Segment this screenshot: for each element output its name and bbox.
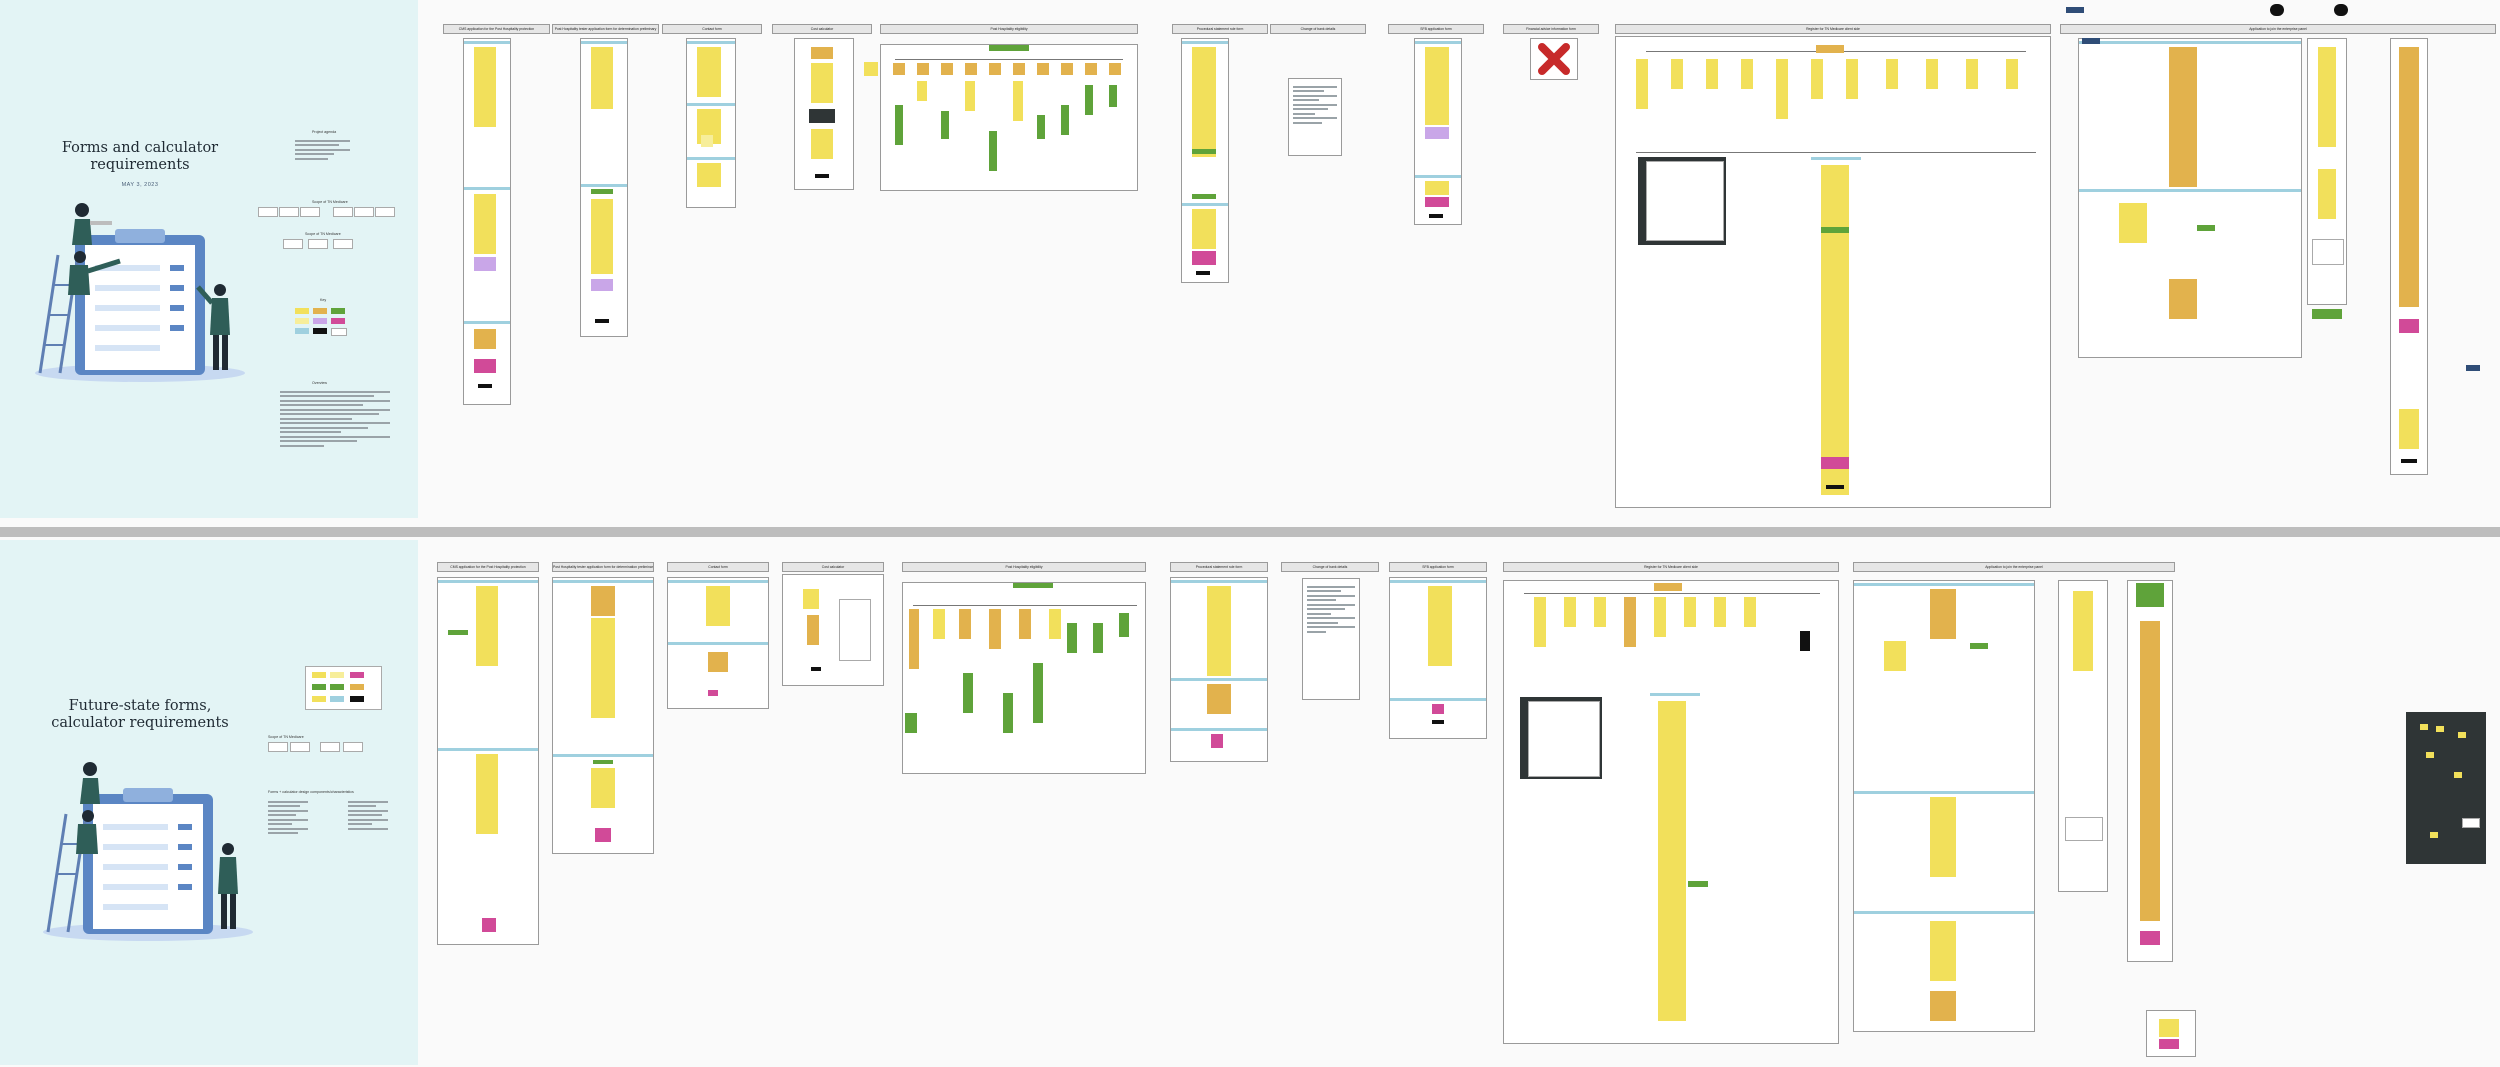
bottom-frame-bank: [1302, 578, 1360, 700]
bottom-hero-panel: Future-state forms, calculator requireme…: [0, 540, 418, 1065]
clipboard-illustration-bottom: [43, 762, 253, 941]
components-list-2: [348, 798, 388, 832]
frame-title-procedural: Procedural statement rule form: [1172, 24, 1268, 34]
bottom-frame-register: [1503, 580, 1839, 1044]
bottom-frame-procedural: [1170, 577, 1268, 762]
stage-7-label: [2466, 365, 2480, 371]
bottom-frame-title-eligibility: Post Hospitality eligibility: [902, 562, 1146, 572]
bottom-frame-title-calculator: Cost calculator: [782, 562, 884, 572]
bottom-frame-title-panel: Application to join the enterprise panel: [1853, 562, 2175, 572]
stage-1-label: [2066, 7, 2084, 13]
section-scope: Scope of TN Medicare: [312, 200, 348, 204]
dark-notes-panel: [2406, 712, 2486, 864]
bottom-frame-calculator: [782, 574, 884, 686]
cloud-icon-2: [2334, 4, 2348, 16]
page-title-bottom: Future-state forms, calculator requireme…: [51, 698, 229, 731]
top-hero-panel: Forms and calculator requirements MAY 3,…: [0, 0, 418, 518]
bottom-frame-title-tester: Post Hospitality tester application form…: [552, 562, 654, 572]
page-title: Forms and calculator requirements: [61, 140, 219, 173]
frame-title-sfb: SFB application form: [1388, 24, 1484, 34]
bottom-frame-title-bank: Change of bank details: [1281, 562, 1379, 572]
bottom-section-scope: Scope of TN Medicare: [268, 735, 304, 739]
overview-list: [280, 388, 390, 449]
frame-contact-form: [686, 38, 736, 208]
frame-eligibility: [880, 44, 1138, 191]
frame-title-financial: Financial advice information form: [1503, 24, 1599, 34]
bottom-frame-panel-col3: [2127, 580, 2173, 962]
clipboard-illustration: [35, 203, 245, 382]
bottom-frame-panel-main: [1853, 580, 2035, 1032]
frame-tester-application: [580, 38, 628, 337]
stage-2-label: [2082, 38, 2100, 44]
frame-title-eligibility: Post Hospitality eligibility: [880, 24, 1138, 34]
frame-panel-main: [2078, 38, 2302, 358]
eligibility-side-note: [864, 62, 878, 76]
board-divider: [0, 527, 2500, 537]
agenda-list: [295, 137, 350, 162]
bottom-frame-panel-col2: [2058, 580, 2108, 892]
frame-financial-advice: [1530, 38, 1578, 80]
bottom-frame-eligibility: [902, 582, 1146, 774]
date-label: MAY 3, 2023: [121, 182, 159, 188]
bottom-frame-cms: [437, 577, 539, 945]
cloud-icon: [2270, 4, 2284, 16]
frame-change-bank-details: [1288, 78, 1342, 156]
section-overview: Overview: [312, 381, 327, 385]
frame-title-register: Register for TN Medicare client side: [1615, 24, 2051, 34]
frame-cost-calculator: [794, 38, 854, 190]
bottom-frame-tester: [552, 577, 654, 854]
frame-title-bank: Change of bank details: [1270, 24, 1366, 34]
bottom-frame-title-register: Register for TN Medicare client side: [1503, 562, 1839, 572]
bottom-frame-contact: [667, 577, 769, 709]
bottom-section-components: Forms + calculator design components/cha…: [268, 790, 354, 794]
frame-cms-application: [463, 38, 511, 405]
frame-sfb-application: [1414, 38, 1462, 225]
bottom-frame-title-sfb: SFB application form: [1389, 562, 1487, 572]
section-project-agenda: Project agenda: [312, 130, 337, 134]
bottom-frame-title-cms: CMS application for the Post Hospitality…: [437, 562, 539, 572]
red-x-icon: [1538, 43, 1570, 75]
bottom-frame-sfb: [1389, 577, 1487, 739]
frame-title-tester: Post Hospitality tester application form…: [552, 24, 659, 34]
bottom-frame-title-contact: Contact form: [667, 562, 769, 572]
frame-register-client: [1615, 36, 2051, 508]
frame-panel-col2: [2307, 38, 2347, 319]
components-list-1: [268, 798, 308, 837]
frame-panel-col3: [2390, 38, 2428, 475]
frame-title-calculator: Cost calculator: [772, 24, 872, 34]
section-scope-2: Scope of TN Medicare: [305, 232, 341, 236]
bottom-frame-title-procedural: Procedural statement rule form: [1170, 562, 1268, 572]
frame-title-cms: CMS application for the Post Hospitality…: [443, 24, 550, 34]
frame-procedural-statement: [1181, 38, 1229, 283]
frame-title-panel: Application to join the enterprise panel: [2060, 24, 2496, 34]
frame-title-contact: Contact form: [662, 24, 762, 34]
section-key: Key: [320, 298, 327, 302]
bottom-frame-panel-final: [2146, 1010, 2196, 1057]
